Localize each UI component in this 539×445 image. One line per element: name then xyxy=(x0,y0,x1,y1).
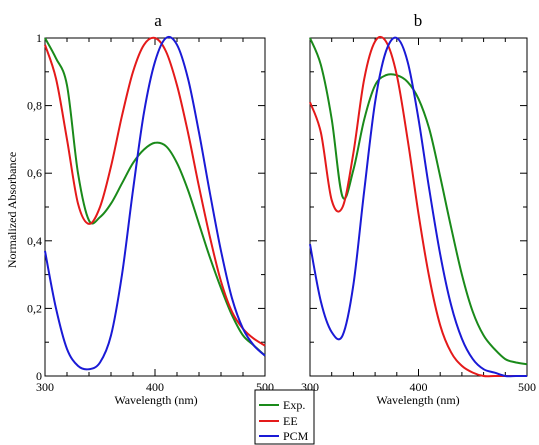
legend: Exp. EE PCM xyxy=(254,389,315,445)
panel-a-series-exp xyxy=(44,37,266,357)
panel-a-series-pcm xyxy=(44,35,266,371)
panel-a-title: a xyxy=(154,11,162,30)
panel-b-title: b xyxy=(414,11,423,30)
panel-a-y-tick-label: 0 xyxy=(36,369,42,383)
panel-b-plot-area: 300 400 500 xyxy=(301,35,536,394)
y-axis-label: Normalized Absorbance xyxy=(5,152,19,268)
panel-a-y-tick-label: 0,8 xyxy=(27,99,42,113)
panel-a-y-tick-label: 0,4 xyxy=(27,234,42,248)
panel-b-x-axis-label: Wavelength (nm) xyxy=(376,393,459,407)
panel-a-x-tick-label: 400 xyxy=(146,380,164,394)
panel-a: a Normalized Absorbance Wavelength (nm) … xyxy=(5,11,274,407)
panel-b-series-exp xyxy=(309,37,528,366)
legend-label-ee: EE xyxy=(283,414,298,428)
panel-b-series-pcm xyxy=(309,36,527,378)
panel-b-x-tick-label: 500 xyxy=(518,380,536,394)
panel-a-y-tick-label: 0,2 xyxy=(27,301,42,315)
legend-label-exp: Exp. xyxy=(283,398,305,412)
legend-label-pcm: PCM xyxy=(283,429,309,443)
panel-a-y-tick-label: 0,6 xyxy=(27,166,42,180)
panel-a-x-axis-label: Wavelength (nm) xyxy=(114,393,197,407)
panel-b: b Wavelength (nm) 300 400 500 xyxy=(301,11,536,407)
panel-a-x-tick-label: 300 xyxy=(36,380,54,394)
panel-a-y-tick-label: 1 xyxy=(36,31,42,45)
panel-b-series-ee xyxy=(309,35,527,378)
panel-b-x-tick-label: 400 xyxy=(410,380,428,394)
panel-a-series-ee xyxy=(44,36,266,347)
